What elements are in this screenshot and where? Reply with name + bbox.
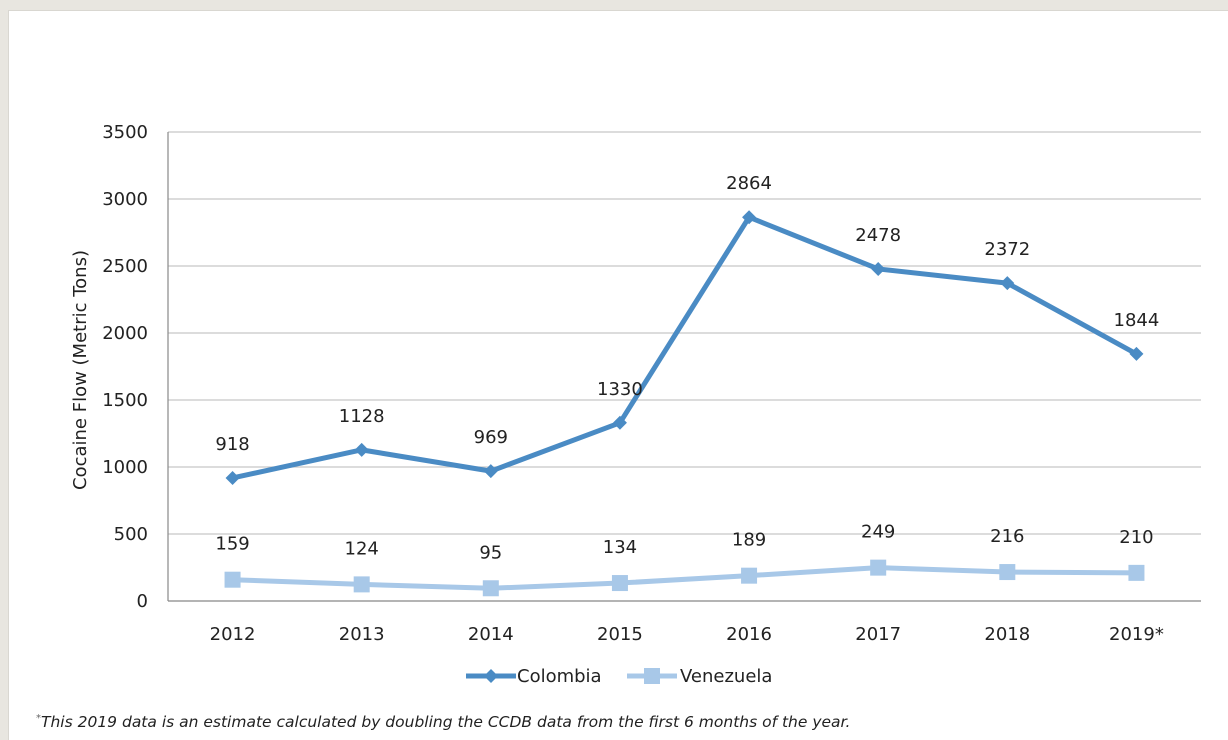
legend: Colombia Venezuela bbox=[466, 666, 772, 687]
data-label-colombia: 2372 bbox=[984, 239, 1030, 260]
point-venezuela bbox=[870, 559, 887, 576]
data-label-colombia: 969 bbox=[474, 427, 508, 448]
point-venezuela bbox=[353, 576, 370, 593]
point-venezuela bbox=[999, 564, 1016, 581]
series-line-colombia bbox=[232, 214, 1138, 481]
x-tick-label: 2015 bbox=[597, 624, 643, 645]
y-tick-label: 1000 bbox=[102, 457, 148, 478]
data-label-venezuela: 134 bbox=[603, 537, 637, 558]
point-colombia bbox=[354, 442, 369, 457]
series-lines bbox=[224, 210, 1145, 597]
gridlines bbox=[167, 131, 1201, 602]
point-colombia bbox=[1129, 346, 1144, 361]
x-tick-label: 2017 bbox=[855, 624, 901, 645]
footnote: *This 2019 data is an estimate calculate… bbox=[36, 713, 850, 731]
legend-marker-colombia bbox=[484, 669, 498, 683]
point-colombia bbox=[483, 464, 498, 479]
x-tick-label: 2014 bbox=[468, 624, 514, 645]
x-tick-label: 2016 bbox=[726, 624, 772, 645]
footnote-text: This 2019 data is an estimate calculated… bbox=[41, 713, 851, 731]
data-label-colombia: 1128 bbox=[339, 406, 385, 427]
y-tick-label: 500 bbox=[114, 524, 148, 545]
data-label-colombia: 2478 bbox=[855, 225, 901, 246]
point-venezuela bbox=[611, 575, 628, 592]
y-axis-ticks: 0 500 1000 1500 2000 2500 3000 3500 bbox=[102, 122, 148, 612]
y-tick-label: 2000 bbox=[102, 323, 148, 344]
x-tick-label: 2012 bbox=[210, 624, 256, 645]
x-tick-label: 2013 bbox=[339, 624, 385, 645]
y-axis-label: Cocaine Flow (Metric Tons) bbox=[70, 250, 91, 490]
point-venezuela bbox=[482, 580, 499, 597]
data-label-venezuela: 216 bbox=[990, 526, 1024, 547]
data-label-venezuela: 249 bbox=[861, 522, 895, 543]
legend-label-venezuela: Venezuela bbox=[680, 666, 772, 687]
point-venezuela bbox=[1128, 564, 1145, 581]
point-colombia bbox=[225, 470, 240, 485]
data-label-colombia: 918 bbox=[215, 434, 249, 455]
point-colombia bbox=[742, 210, 757, 225]
data-label-venezuela: 159 bbox=[215, 534, 249, 555]
data-label-colombia: 1844 bbox=[1114, 310, 1160, 331]
point-venezuela bbox=[741, 567, 758, 584]
series-line-venezuela bbox=[232, 565, 1137, 591]
data-label-venezuela: 95 bbox=[479, 542, 502, 563]
data-labels: 918 1128 969 1330 2864 2478 2372 1844 159 124 95 13… bbox=[215, 173, 1159, 563]
point-venezuela bbox=[224, 571, 241, 588]
data-label-venezuela: 124 bbox=[345, 538, 379, 559]
point-colombia bbox=[871, 261, 886, 276]
y-tick-label: 3000 bbox=[102, 189, 148, 210]
y-tick-label: 0 bbox=[137, 591, 148, 612]
x-axis-ticks: 2012 2013 2014 2015 2016 2017 2018 2019* bbox=[210, 624, 1164, 645]
y-tick-label: 2500 bbox=[102, 256, 148, 277]
x-tick-label: 2018 bbox=[984, 624, 1030, 645]
data-label-venezuela: 210 bbox=[1119, 527, 1153, 548]
point-colombia bbox=[612, 415, 627, 430]
footnote-marker: * bbox=[36, 713, 41, 724]
data-label-colombia: 2864 bbox=[726, 173, 772, 194]
y-tick-label: 3500 bbox=[102, 122, 148, 143]
y-tick-label: 1500 bbox=[102, 390, 148, 411]
point-colombia bbox=[1000, 276, 1015, 291]
legend-marker-venezuela bbox=[644, 668, 660, 684]
data-label-venezuela: 189 bbox=[732, 530, 766, 551]
legend-label-colombia: Colombia bbox=[517, 666, 602, 687]
x-tick-label: 2019* bbox=[1109, 624, 1164, 645]
data-label-colombia: 1330 bbox=[597, 379, 643, 400]
